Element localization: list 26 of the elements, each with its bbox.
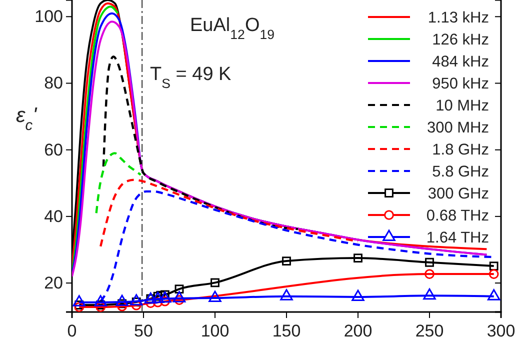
y-tick-label: 100 (34, 7, 63, 26)
y-tick-label: 40 (44, 206, 63, 226)
legend-label: 1.13 kHz (428, 9, 489, 26)
annotation: T$_{S}$ = 49 K (150, 64, 232, 90)
legend-label: 10 MHz (436, 97, 489, 114)
legend-label: 300 GHz (428, 185, 489, 202)
legend-label: 300 MHz (426, 119, 489, 136)
x-tick-label: 100 (200, 321, 230, 340)
annotation: EuAl$_{12}$O$_{19}$ (190, 15, 275, 42)
y-axis-title: ε$_{c}$' (16, 104, 38, 134)
legend-label: 126 kHz (432, 31, 489, 48)
y-tick-label: 60 (44, 140, 63, 160)
legend-label: 484 kHz (432, 53, 489, 70)
x-tick-label: 0 (67, 321, 77, 340)
legend-label: 950 kHz (432, 75, 489, 92)
legend-label: 5.8 GHz (432, 163, 489, 180)
y-tick-label: 80 (44, 74, 63, 93)
legend-label: 1.64 THz (426, 229, 489, 246)
x-tick-label: 50 (134, 321, 153, 340)
y-tick-label: 20 (44, 273, 63, 292)
legend-label: 1.8 GHz (432, 141, 489, 158)
legend-label: 0.68 THz (426, 207, 489, 224)
x-tick-label: 200 (344, 321, 372, 340)
x-tick-label: 250 (415, 321, 444, 340)
x-tick-label: 300 (486, 321, 516, 340)
x-tick-label: 150 (272, 321, 301, 340)
